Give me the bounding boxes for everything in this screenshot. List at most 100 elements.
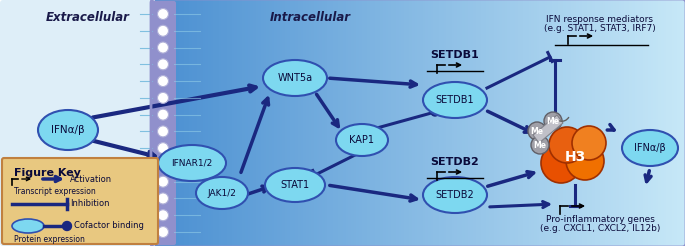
Bar xyxy=(529,0,532,246)
Bar xyxy=(203,0,206,246)
Bar xyxy=(471,0,473,246)
Bar xyxy=(330,0,333,246)
Bar xyxy=(571,0,574,246)
Bar xyxy=(675,0,677,246)
Bar xyxy=(669,0,672,246)
Bar xyxy=(457,0,460,246)
Circle shape xyxy=(62,221,71,231)
Circle shape xyxy=(158,76,169,87)
FancyBboxPatch shape xyxy=(150,1,176,245)
Bar xyxy=(407,0,410,246)
Text: IFNα/β: IFNα/β xyxy=(51,125,85,135)
Text: Protein expression: Protein expression xyxy=(14,235,85,244)
Bar xyxy=(237,0,240,246)
Bar xyxy=(433,0,436,246)
Bar xyxy=(473,0,476,246)
Bar xyxy=(261,0,264,246)
Bar xyxy=(256,0,259,246)
Bar xyxy=(460,0,463,246)
Bar xyxy=(438,0,442,246)
Circle shape xyxy=(431,108,439,116)
Circle shape xyxy=(158,143,169,154)
Bar xyxy=(534,0,537,246)
Text: Cofactor binding: Cofactor binding xyxy=(74,221,144,231)
Text: (e.g. STAT1, STAT3, IRF7): (e.g. STAT1, STAT3, IRF7) xyxy=(544,24,656,33)
Bar xyxy=(499,0,503,246)
Polygon shape xyxy=(533,115,563,143)
Bar xyxy=(560,0,564,246)
Bar xyxy=(441,0,445,246)
Bar xyxy=(414,0,418,246)
Bar xyxy=(301,0,304,246)
Bar xyxy=(401,0,405,246)
Bar xyxy=(542,0,545,246)
Bar xyxy=(563,0,566,246)
Bar xyxy=(454,0,458,246)
Bar xyxy=(353,0,357,246)
Circle shape xyxy=(158,210,169,221)
Bar xyxy=(266,0,269,246)
Bar xyxy=(597,0,601,246)
Bar xyxy=(619,0,622,246)
Bar xyxy=(584,0,588,246)
Bar xyxy=(658,0,662,246)
Ellipse shape xyxy=(423,82,487,118)
Bar xyxy=(332,0,336,246)
Bar xyxy=(219,0,222,246)
Bar xyxy=(486,0,489,246)
Bar xyxy=(338,0,341,246)
Bar xyxy=(184,0,187,246)
Bar xyxy=(200,0,203,246)
Text: JAK1/2: JAK1/2 xyxy=(208,188,236,198)
Bar xyxy=(327,0,330,246)
Circle shape xyxy=(158,109,169,120)
Bar xyxy=(425,0,428,246)
FancyBboxPatch shape xyxy=(0,0,161,246)
Circle shape xyxy=(158,25,169,36)
Bar xyxy=(227,0,229,246)
Bar xyxy=(240,0,243,246)
Bar xyxy=(502,0,506,246)
Bar xyxy=(624,0,627,246)
Bar xyxy=(518,0,521,246)
Bar xyxy=(179,0,182,246)
Bar xyxy=(661,0,664,246)
Text: IFN response mediators: IFN response mediators xyxy=(547,15,653,24)
Bar xyxy=(550,0,553,246)
Text: Transcript expression: Transcript expression xyxy=(14,187,96,196)
Bar xyxy=(224,0,227,246)
Circle shape xyxy=(541,143,581,183)
Bar xyxy=(587,0,590,246)
Text: Me: Me xyxy=(547,117,560,125)
Bar xyxy=(515,0,519,246)
Bar xyxy=(614,0,616,246)
Bar xyxy=(213,0,216,246)
Bar xyxy=(391,0,394,246)
Ellipse shape xyxy=(12,219,44,233)
Circle shape xyxy=(158,176,169,187)
Bar xyxy=(309,0,312,246)
Bar xyxy=(362,0,365,246)
Ellipse shape xyxy=(38,110,98,150)
Text: Inhibition: Inhibition xyxy=(70,200,110,209)
Bar xyxy=(377,0,381,246)
Text: STAT1: STAT1 xyxy=(280,180,310,190)
Bar xyxy=(232,0,235,246)
Bar xyxy=(349,0,351,246)
Bar xyxy=(386,0,388,246)
Bar xyxy=(468,0,471,246)
Bar xyxy=(555,0,558,246)
Bar xyxy=(600,0,603,246)
Bar xyxy=(242,0,246,246)
Bar xyxy=(380,0,384,246)
Bar xyxy=(173,0,177,246)
Bar xyxy=(340,0,344,246)
Circle shape xyxy=(528,122,546,140)
Bar xyxy=(595,0,598,246)
Ellipse shape xyxy=(263,60,327,96)
Bar xyxy=(569,0,571,246)
Circle shape xyxy=(158,227,169,237)
Circle shape xyxy=(158,193,169,204)
Circle shape xyxy=(549,127,585,163)
Bar xyxy=(579,0,582,246)
